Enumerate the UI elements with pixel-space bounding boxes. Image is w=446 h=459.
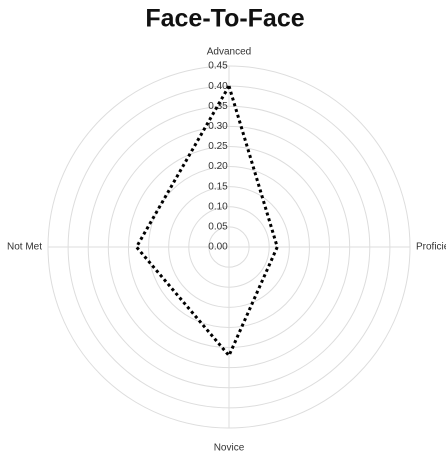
r-tick-label: 0.30 <box>208 121 228 132</box>
r-tick-label: 0.25 <box>208 141 228 152</box>
r-tick-label: 0.45 <box>208 61 228 72</box>
category-label: Proficient <box>416 242 446 253</box>
r-tick-label: 0.05 <box>208 222 228 233</box>
category-label: Advanced <box>207 47 251 58</box>
category-label: Novice <box>214 443 245 454</box>
category-label: Not Met <box>7 242 42 253</box>
r-tick-label: 0.00 <box>208 242 228 253</box>
r-tick-label: 0.40 <box>208 81 228 92</box>
r-tick-label: 0.10 <box>208 201 228 212</box>
chart-title: Face-To-Face <box>145 5 304 33</box>
r-tick-label: 0.20 <box>208 161 228 172</box>
radar-line <box>134 82 279 359</box>
r-tick-label: 0.15 <box>208 181 228 192</box>
r-tick-label: 0.35 <box>208 101 228 112</box>
